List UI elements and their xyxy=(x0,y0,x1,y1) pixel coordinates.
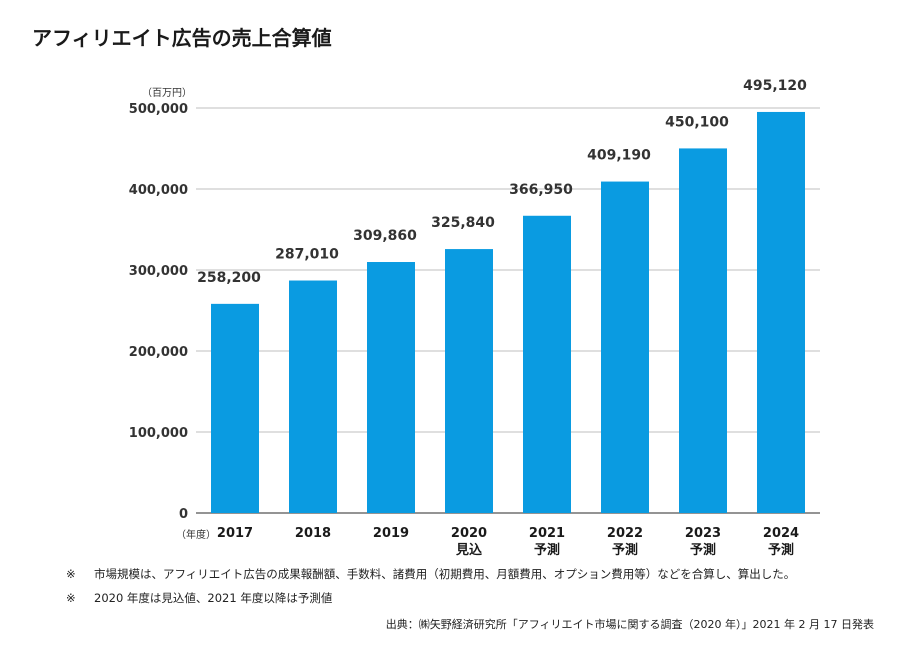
x-tick-label: 2019 xyxy=(373,526,409,541)
y-tick-label: 0 xyxy=(179,507,188,522)
y-tick-label: 200,000 xyxy=(129,345,188,360)
bar-value-label: 450,100 xyxy=(665,114,729,130)
note-1-mark: ※ xyxy=(66,567,76,581)
bar-value-label: 258,200 xyxy=(197,270,261,286)
y-tick-label: 300,000 xyxy=(129,264,188,279)
bar xyxy=(523,215,571,513)
note-2-text: 2020 年度は見込値、2021 年度以降は予測値 xyxy=(94,591,333,605)
bar-value-label: 287,010 xyxy=(275,247,339,263)
bar xyxy=(211,303,259,513)
x-tick-label: 2021 xyxy=(529,526,565,541)
bar xyxy=(289,280,337,513)
x-tick-sublabel: 見込 xyxy=(455,542,483,558)
note-1-text: 市場規模は、アフィリエイト広告の成果報酬額、手数料、諸費用（初期費用、月額費用、… xyxy=(94,567,796,581)
source-citation: 出典：㈱矢野経済研究所「アフィリエイト市場に関する調査（2020 年）」2021… xyxy=(385,618,874,631)
y-tick-label: 100,000 xyxy=(129,426,188,441)
y-tick-label: 500,000 xyxy=(129,102,188,117)
note-2-mark: ※ xyxy=(66,591,76,605)
bar-value-label: 309,860 xyxy=(353,228,417,244)
bar xyxy=(679,148,727,513)
bar-chart: 0 100,000 200,000 300,000 400,000 500,000 258,… xyxy=(129,78,820,558)
x-tick-label: 2017 xyxy=(217,526,253,541)
note-2: ※ 2020 年度は見込値、2021 年度以降は予測値 xyxy=(66,590,332,606)
bar-value-label: 495,120 xyxy=(743,78,807,94)
x-tick-label: 2022 xyxy=(607,526,643,541)
x-tick-sublabel: 予測 xyxy=(690,542,716,558)
y-axis-unit: （百万円） xyxy=(142,88,192,99)
x-tick-label: 2024 xyxy=(763,526,799,541)
x-tick-label: 2018 xyxy=(295,526,331,541)
bar xyxy=(757,111,805,514)
x-tick-label: 2023 xyxy=(685,526,721,541)
bar-value-label: 409,190 xyxy=(587,148,651,164)
y-tick-label: 400,000 xyxy=(129,183,188,198)
bar-value-label: 325,840 xyxy=(431,215,495,231)
note-1: ※ 市場規模は、アフィリエイト広告の成果報酬額、手数料、諸費用（初期費用、月額費用… xyxy=(66,566,795,582)
bar xyxy=(445,249,493,514)
bar xyxy=(601,181,649,514)
x-tick-sublabel: 予測 xyxy=(612,542,638,558)
x-tick-sublabel: 予測 xyxy=(534,542,560,558)
bar xyxy=(367,262,415,513)
chart-title: アフィリエイト広告の売上合算値 xyxy=(32,26,332,50)
x-tick-sublabel: 予測 xyxy=(768,542,794,558)
bar-value-label: 366,950 xyxy=(509,182,573,198)
x-tick-label: 2020 xyxy=(451,526,487,541)
x-axis-unit: （年度） xyxy=(176,530,216,541)
